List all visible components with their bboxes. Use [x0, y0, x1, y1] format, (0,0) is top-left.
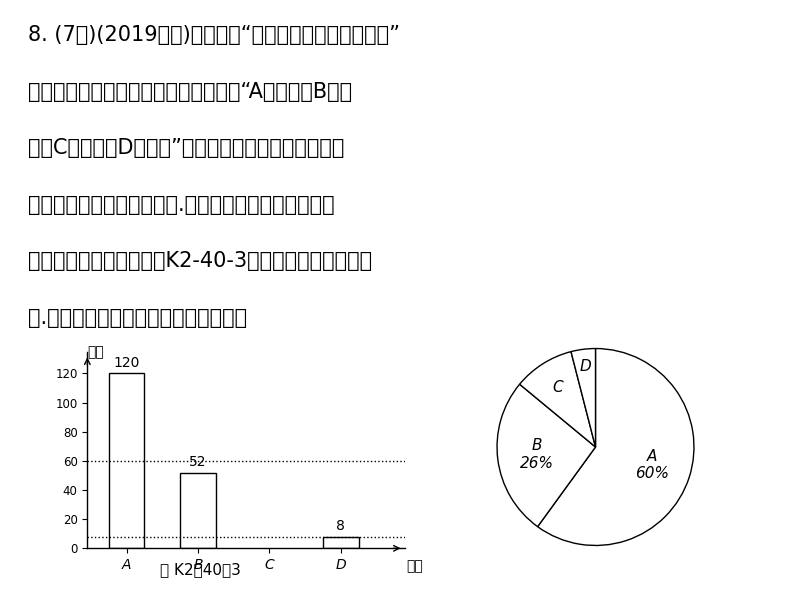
Text: 报名情况，并绘制了如图K2-40-3所示两幅不完整的统计: 报名情况，并绘制了如图K2-40-3所示两幅不完整的统计 [28, 251, 372, 271]
Text: 为主题的校园文化艺术节期间，举办了“A：合唱，B：群: 为主题的校园文化艺术节期间，举办了“A：合唱，B：群 [28, 82, 352, 101]
Wedge shape [571, 349, 596, 447]
Text: 8: 8 [337, 519, 345, 533]
Wedge shape [497, 384, 596, 527]
Text: 人数: 人数 [87, 345, 104, 359]
Bar [323, 536, 359, 548]
Text: 舞，C：书法，D：演讲”共四个项目的比赛，要求每位: 舞，C：书法，D：演讲”共四个项目的比赛，要求每位 [28, 138, 344, 158]
Wedge shape [538, 349, 694, 545]
Bar [109, 374, 145, 548]
Text: 图.请根据统计图中信息解答下列问题：: 图.请根据统计图中信息解答下列问题： [28, 308, 247, 328]
Bar [180, 473, 216, 548]
Text: A
60%: A 60% [634, 449, 669, 482]
Text: 项目: 项目 [407, 559, 423, 573]
Text: 图 K2－40－3: 图 K2－40－3 [160, 561, 241, 577]
Text: 8. (7分)(2019桂林)某校在以“青春心向党，建功新时代”: 8. (7分)(2019桂林)某校在以“青春心向党，建功新时代” [28, 25, 400, 45]
Text: B
26%: B 26% [520, 438, 554, 471]
Text: 学生必须参加且仅参加一项.小红随机调查了部分学生的: 学生必须参加且仅参加一项.小红随机调查了部分学生的 [28, 194, 334, 215]
Text: D: D [580, 359, 592, 374]
Wedge shape [519, 352, 596, 447]
Text: C: C [552, 380, 563, 395]
Text: 52: 52 [189, 455, 206, 469]
Text: 120: 120 [114, 356, 140, 370]
